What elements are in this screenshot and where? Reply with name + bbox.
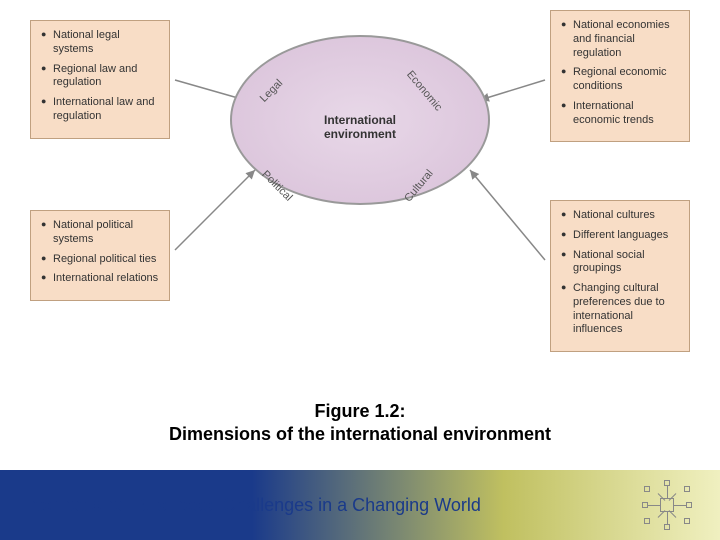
caption-line2: Dimensions of the international environm…	[169, 424, 551, 444]
box-economic: National economies and financial regulat…	[550, 10, 690, 142]
list-item: National economies and financial regulat…	[561, 19, 679, 60]
center-label-line2: environment	[324, 127, 396, 141]
box-political-list: National political systems Regional poli…	[41, 219, 159, 286]
center-oval: International environment	[230, 35, 490, 225]
list-item: Different languages	[561, 229, 679, 243]
list-item: International relations	[41, 272, 159, 286]
list-item: Regional law and regulation	[41, 63, 159, 91]
list-item: National cultures	[561, 209, 679, 223]
footer-title-bold: International Business	[20, 495, 213, 515]
slide-footer: International Business: Challenges in a …	[0, 470, 720, 540]
environment-diagram: International environment Legal Economic…	[30, 10, 690, 390]
list-item: National legal systems	[41, 29, 159, 57]
list-item: Changing cultural preferences due to int…	[561, 282, 679, 337]
list-item: International economic trends	[561, 100, 679, 128]
footer-title-rest: : Challenges in a Changing World	[213, 495, 481, 515]
list-item: National social groupings	[561, 249, 679, 277]
box-cultural-list: National cultures Different languages Na…	[561, 209, 679, 337]
center-label-line1: International	[324, 113, 396, 127]
network-icon	[644, 482, 690, 528]
box-cultural: National cultures Different languages Na…	[550, 200, 690, 352]
list-item: National political systems	[41, 219, 159, 247]
box-economic-list: National economies and financial regulat…	[561, 19, 679, 127]
footer-title: International Business: Challenges in a …	[20, 495, 481, 516]
box-political: National political systems Regional poli…	[30, 210, 170, 301]
center-label: International environment	[230, 113, 490, 142]
box-legal-list: National legal systems Regional law and …	[41, 29, 159, 124]
box-legal: National legal systems Regional law and …	[30, 20, 170, 139]
list-item: Regional economic conditions	[561, 66, 679, 94]
list-item: Regional political ties	[41, 253, 159, 267]
figure-caption: Figure 1.2: Dimensions of the internatio…	[0, 400, 720, 447]
caption-line1: Figure 1.2:	[314, 401, 405, 421]
list-item: International law and regulation	[41, 96, 159, 124]
